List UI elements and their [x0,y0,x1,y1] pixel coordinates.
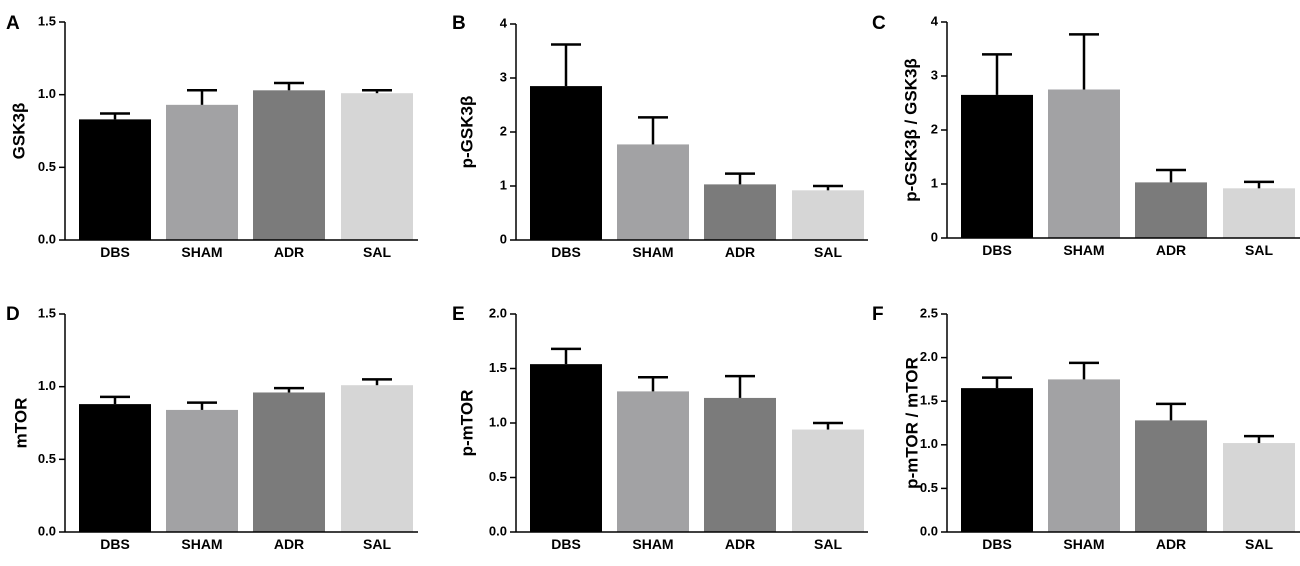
y-tick-label-c-2: 2 [931,121,938,136]
y-tick-label-d-1: 0.5 [38,451,56,466]
y-tick-label-f-1: 0.5 [920,480,938,495]
y-tick-label-a-2: 1.0 [38,86,56,101]
y-tick-label-c-1: 1 [931,175,938,190]
bar-a-dbs [79,119,151,240]
y-tick-label-b-2: 2 [500,123,507,138]
bar-d-dbs [79,404,151,532]
y-tick-label-d-2: 1.0 [38,378,56,393]
bar-a-sal [341,93,413,240]
x-tick-label-e-dbs: DBS [551,536,581,552]
x-tick-label-c-dbs: DBS [982,242,1012,258]
bar-a-adr [253,90,325,240]
y-tick-label-a-1: 0.5 [38,159,56,174]
x-tick-label-f-sham: SHAM [1063,536,1104,552]
chart-panel-e: Ep-mTOR DBS SHAM ADR SAL 0.0 0.5 1.0 1.5 2.0 [452,304,868,552]
panel-letter-e: E [452,304,465,325]
bar-c-sham [1048,89,1120,238]
bar-b-dbs [530,86,602,240]
x-tick-label-b-sham: SHAM [632,244,673,260]
x-tick-label-c-adr: ADR [1156,242,1186,258]
x-tick-label-b-adr: ADR [725,244,755,260]
chart-panel-b: Bp-GSK3β DBS SHAM ADR SAL 0 1 2 3 4 [452,13,868,260]
bar-f-dbs [961,388,1033,532]
y-tick-label-e-4: 2.0 [489,305,507,320]
bar-a-sham [166,104,238,240]
y-tick-label-f-2: 1.0 [920,436,938,451]
bar-f-sal [1223,443,1295,532]
y-tick-label-a-0: 0.0 [38,231,56,246]
panel-letter-f: F [872,304,884,325]
y-tick-label-b-3: 3 [500,69,507,84]
bar-b-sal [792,190,864,240]
bar-e-adr [704,397,776,532]
bar-c-adr [1135,182,1207,238]
x-tick-label-f-sal: SAL [1245,536,1273,552]
y-axis-label-e: p-mTOR [457,390,476,457]
y-axis-label-f: p-mTOR / mTOR [902,357,921,489]
y-tick-label-e-3: 1.5 [489,360,507,375]
x-tick-label-c-sham: SHAM [1063,242,1104,258]
x-tick-label-c-sal: SAL [1245,242,1273,258]
y-tick-label-e-1: 0.5 [489,469,507,484]
bar-e-dbs [530,364,602,532]
x-tick-label-a-dbs: DBS [100,244,130,260]
bar-e-sham [617,391,689,532]
bar-c-sal [1223,188,1295,238]
x-tick-label-d-sham: SHAM [181,536,222,552]
x-tick-label-d-dbs: DBS [100,536,130,552]
y-tick-label-f-5: 2.5 [920,305,938,320]
y-tick-label-e-2: 1.0 [489,414,507,429]
chart-panel-c: Cp-GSK3β / GSK3β DBS SHAM ADR SAL 0 1 2 3 4 [872,13,1300,258]
x-tick-label-a-sham: SHAM [181,244,222,260]
y-tick-label-a-3: 1.5 [38,13,56,28]
y-tick-label-c-3: 3 [931,67,938,82]
bar-b-sham [617,144,689,240]
x-tick-label-f-adr: ADR [1156,536,1186,552]
bar-c-dbs [961,94,1033,239]
x-tick-label-f-dbs: DBS [982,536,1012,552]
bar-d-sham [166,409,238,532]
panel-letter-a: A [6,13,20,34]
y-tick-label-b-4: 4 [500,15,508,30]
panel-letter-b: B [452,13,466,34]
bar-e-sal [792,429,864,532]
bar-d-adr [253,392,325,532]
y-tick-label-d-0: 0.0 [38,523,56,538]
y-axis-label-c: p-GSK3β / GSK3β [901,58,920,202]
y-axis-label-d: mTOR [11,398,30,449]
y-axis-label-a: GSK3β [9,103,28,160]
bar-f-sham [1048,379,1120,532]
bar-b-adr [704,184,776,240]
panels-container: A GSK3β DBS SHAM ADR SAL 0.0 0.5 1.0 1.5 Bp-GSK3β D… [6,13,1300,552]
y-axis-label-b: p-GSK3β [457,96,476,169]
chart-panel-a: A GSK3β DBS SHAM ADR SAL 0.0 0.5 1.0 1.5 [6,13,418,260]
x-tick-label-d-adr: ADR [274,536,304,552]
bar-d-sal [341,385,413,532]
x-tick-label-b-dbs: DBS [551,244,581,260]
x-tick-label-b-sal: SAL [814,244,842,260]
x-tick-label-e-adr: ADR [725,536,755,552]
bar-f-adr [1135,420,1207,532]
x-tick-label-d-sal: SAL [363,536,391,552]
x-tick-label-a-sal: SAL [363,244,391,260]
chart-panel-f: Fp-mTOR / mTOR DBS SHAM ADR SAL 0.0 0.5 1.0 1.5 2… [872,304,1300,552]
panel-letter-d: D [6,304,20,325]
y-tick-label-f-4: 2.0 [920,349,938,364]
y-tick-label-c-0: 0 [931,229,938,244]
x-tick-label-e-sham: SHAM [632,536,673,552]
x-tick-label-a-adr: ADR [274,244,304,260]
panel-letter-c: C [872,13,886,34]
y-tick-label-d-3: 1.5 [38,305,56,320]
y-tick-label-c-4: 4 [931,13,939,28]
y-tick-label-e-0: 0.0 [489,523,507,538]
y-tick-label-b-1: 1 [500,177,507,192]
x-tick-label-e-sal: SAL [814,536,842,552]
y-tick-label-b-0: 0 [500,231,507,246]
y-tick-label-f-0: 0.0 [920,523,938,538]
y-tick-label-f-3: 1.5 [920,393,938,408]
